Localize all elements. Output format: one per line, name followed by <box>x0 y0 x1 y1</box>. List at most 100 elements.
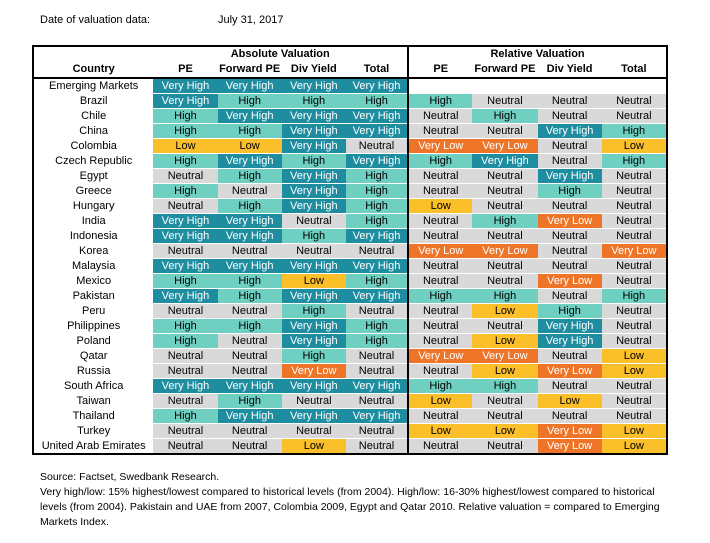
rel-div-yield-header: Div Yield <box>537 62 602 79</box>
abs-pe-header: PE <box>153 62 218 79</box>
abs-forward-pe-cell: Neutral <box>217 438 282 455</box>
abs-total-cell: Very High <box>345 378 409 394</box>
abs-total-cell: High <box>345 93 409 109</box>
abs-pe-cell: High <box>153 108 218 124</box>
abs-div-yield-cell: High <box>281 93 346 109</box>
rel-pe-cell: Very Low <box>407 243 473 259</box>
abs-total-cell: Very High <box>345 153 409 169</box>
table-row: Greece High Neutral Very High High Neutral Neu… <box>33 183 667 199</box>
abs-total-cell: Very High <box>345 123 409 139</box>
rel-pe-cell: Neutral <box>407 318 473 334</box>
rel-forward-pe-cell: Neutral <box>472 318 538 334</box>
table-row: United Arab Emirates Neutral Neutral Low Neu… <box>33 438 667 455</box>
rel-pe-cell: Neutral <box>407 183 473 199</box>
abs-div-yield-cell: Very High <box>281 108 346 124</box>
abs-forward-pe-cell: Neutral <box>217 423 282 439</box>
country-cell: Brazil <box>33 93 154 109</box>
table-row: Thailand High Very High Very High Very High N… <box>33 408 667 424</box>
definition-note: Very high/low: 15% highest/lowest compar… <box>40 486 660 528</box>
abs-total-cell: Very High <box>345 408 409 424</box>
table-row: Malaysia Very High Very High Very High Very … <box>33 258 667 274</box>
rel-total-cell: Neutral <box>601 273 667 289</box>
abs-div-yield-cell: Very High <box>281 168 346 184</box>
rel-forward-pe-cell: Neutral <box>472 393 538 409</box>
abs-pe-cell: High <box>153 183 218 199</box>
rel-total-cell: Neutral <box>601 93 667 109</box>
rel-div-yield-cell: Neutral <box>537 153 602 169</box>
rel-pe-cell: Neutral <box>407 258 473 274</box>
rel-total-cell: Neutral <box>601 108 667 124</box>
abs-pe-cell: High <box>153 408 218 424</box>
abs-total-cell: Neutral <box>345 393 409 409</box>
abs-div-yield-header: Div Yield <box>281 62 346 79</box>
abs-div-yield-cell: Very High <box>281 198 346 214</box>
rel-forward-pe-cell: Low <box>472 363 538 379</box>
rel-total-header: Total <box>601 62 667 79</box>
rel-total-cell: Neutral <box>601 183 667 199</box>
rel-div-yield-cell: High <box>537 183 602 199</box>
rel-pe-cell: Neutral <box>407 363 473 379</box>
rel-forward-pe-cell: Very Low <box>472 348 538 364</box>
table-row: Philippines High High Very High High Neutral N… <box>33 318 667 334</box>
table-row: Egypt Neutral High Very High High Neutral Neut… <box>33 168 667 184</box>
abs-div-yield-cell: Very High <box>281 408 346 424</box>
abs-forward-pe-cell: High <box>217 393 282 409</box>
abs-div-yield-cell: High <box>281 348 346 364</box>
abs-forward-pe-cell: High <box>217 93 282 109</box>
abs-pe-cell: Low <box>153 138 218 154</box>
abs-forward-pe-cell: Very High <box>217 258 282 274</box>
rel-pe-cell: Neutral <box>407 438 473 455</box>
rel-forward-pe-cell: High <box>472 288 538 304</box>
country-cell: Philippines <box>33 318 154 334</box>
rel-total-cell: Neutral <box>601 408 667 424</box>
abs-total-cell: Very High <box>345 288 409 304</box>
abs-total-cell: Neutral <box>345 438 409 455</box>
rel-pe-cell <box>407 78 473 94</box>
country-cell: Taiwan <box>33 393 154 409</box>
table-row: South Africa Very High Very High Very High V… <box>33 378 667 394</box>
abs-forward-pe-cell: High <box>217 288 282 304</box>
country-cell: Mexico <box>33 273 154 289</box>
rel-total-cell: Low <box>601 348 667 364</box>
abs-total-cell: Very High <box>345 228 409 244</box>
abs-forward-pe-cell: High <box>217 318 282 334</box>
header-group-row: Absolute Valuation Relative Valuation <box>33 46 667 62</box>
rel-total-cell: Low <box>601 138 667 154</box>
country-cell: Emerging Markets <box>33 78 154 94</box>
rel-total-cell: Low <box>601 363 667 379</box>
rel-pe-cell: Neutral <box>407 213 473 229</box>
rel-div-yield-cell: Neutral <box>537 108 602 124</box>
valuation-table: Absolute Valuation Relative Valuation Co… <box>32 45 668 455</box>
table-row: Czech Republic High Very High High Very High… <box>33 153 667 169</box>
rel-forward-pe-cell: Neutral <box>472 258 538 274</box>
table-body: Emerging Markets Very High Very High Very H… <box>33 78 667 455</box>
abs-div-yield-cell: Neutral <box>281 423 346 439</box>
rel-forward-pe-cell <box>472 78 538 94</box>
rel-pe-cell: High <box>407 288 473 304</box>
rel-forward-pe-cell: Neutral <box>472 183 538 199</box>
rel-pe-cell: Neutral <box>407 408 473 424</box>
rel-total-cell: Neutral <box>601 258 667 274</box>
rel-forward-pe-cell: Neutral <box>472 273 538 289</box>
abs-pe-cell: High <box>153 123 218 139</box>
rel-forward-pe-header: Forward PE <box>472 62 538 79</box>
rel-div-yield-cell: Neutral <box>537 198 602 214</box>
table-row: Hungary Neutral High Very High High Low Neutra… <box>33 198 667 214</box>
abs-div-yield-cell: Neutral <box>281 243 346 259</box>
header-column-row: Country PE Forward PE Div Yield Total PE… <box>33 62 667 79</box>
rel-forward-pe-cell: Low <box>472 333 538 349</box>
abs-forward-pe-cell: Very High <box>217 213 282 229</box>
rel-pe-cell: Low <box>407 393 473 409</box>
abs-pe-cell: Very High <box>153 258 218 274</box>
rel-pe-cell: High <box>407 378 473 394</box>
abs-total-cell: Very High <box>345 258 409 274</box>
abs-div-yield-cell: Low <box>281 273 346 289</box>
abs-pe-cell: High <box>153 333 218 349</box>
header-spacer <box>33 46 154 62</box>
rel-forward-pe-cell: Neutral <box>472 93 538 109</box>
abs-forward-pe-cell: High <box>217 123 282 139</box>
rel-forward-pe-cell: Low <box>472 423 538 439</box>
rel-div-yield-cell: Low <box>537 393 602 409</box>
abs-total-cell: High <box>345 273 409 289</box>
rel-div-yield-cell: Neutral <box>537 288 602 304</box>
